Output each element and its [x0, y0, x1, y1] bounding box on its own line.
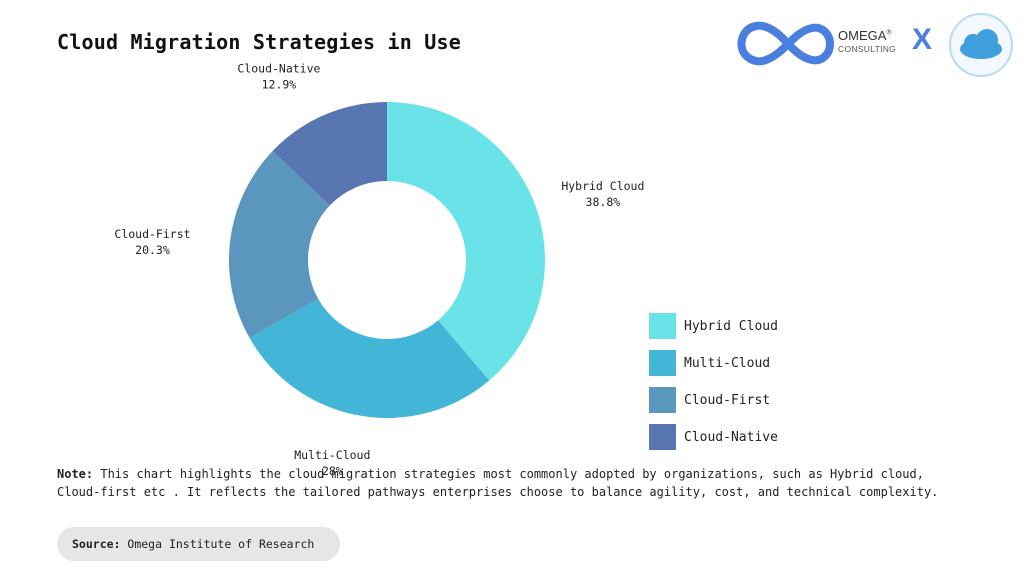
donut-slice-cloud-native: [272, 102, 387, 206]
brand-separator: X: [912, 23, 933, 56]
slice-label-category: Hybrid Cloud: [561, 179, 644, 193]
brand-logos: [737, 13, 1013, 77]
slice-label-value: 12.9%: [262, 78, 297, 92]
omega-infinity-icon: [737, 21, 835, 66]
chart-legend: Hybrid Cloud Multi-Cloud Cloud-First Cloud-…: [649, 313, 778, 461]
legend-swatch: [649, 424, 676, 450]
donut-slice-multi-cloud: [249, 298, 490, 419]
legend-item: Hybrid Cloud: [649, 313, 778, 339]
source-badge: Source: Omega Institute of Research: [57, 527, 340, 561]
slice-label-value: 20.3%: [135, 243, 170, 257]
note-text: This chart highlights the cloud migratio…: [57, 467, 939, 499]
donut-slice-hybrid-cloud: [387, 102, 545, 381]
legend-swatch: [649, 387, 676, 413]
brand-header: OMEGA® CONSULTING X: [736, 10, 1016, 80]
legend-swatch: [649, 313, 676, 339]
legend-label: Multi-Cloud: [684, 355, 771, 371]
brand-subtitle: CONSULTING: [838, 44, 897, 54]
cloud-logo-icon: [949, 13, 1013, 77]
donut-slice-cloud-first: [229, 151, 330, 338]
source-prefix: Source:: [72, 537, 121, 551]
slice-label-category: Cloud-First: [114, 227, 190, 241]
slice-label-category: Multi-Cloud: [294, 448, 370, 462]
slice-label-value: 38.8%: [586, 195, 621, 209]
chart-title: Cloud Migration Strategies in Use: [57, 30, 461, 54]
slice-label-category: Cloud-Native: [237, 62, 320, 76]
legend-item: Cloud-Native: [649, 424, 778, 450]
brand-name: OMEGA®: [838, 28, 892, 43]
legend-item: Multi-Cloud: [649, 350, 778, 376]
note-prefix: Note:: [57, 467, 94, 481]
legend-label: Cloud-Native: [684, 429, 778, 445]
chart-note: Note: This chart highlights the cloud mi…: [57, 466, 967, 501]
slice-label-value: 28%: [322, 464, 343, 478]
legend-label: Cloud-First: [684, 392, 771, 408]
legend-item: Cloud-First: [649, 387, 778, 413]
source-text: Omega Institute of Research: [127, 537, 315, 551]
legend-label: Hybrid Cloud: [684, 318, 778, 334]
legend-swatch: [649, 350, 676, 376]
